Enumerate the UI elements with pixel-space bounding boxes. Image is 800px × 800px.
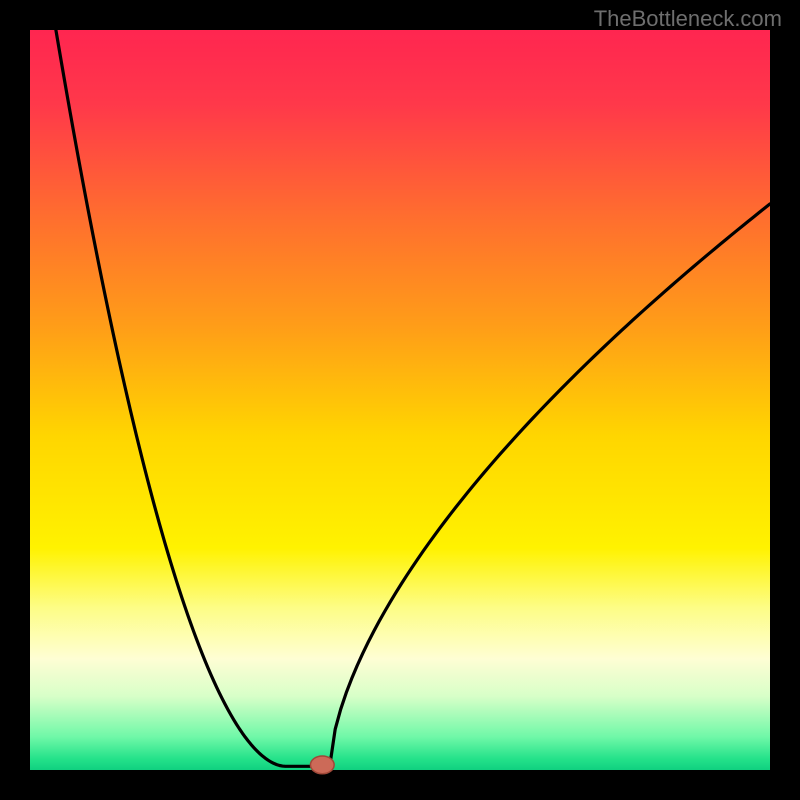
curve-layer [30,30,770,770]
optimum-marker [310,756,334,774]
watermark-text: TheBottleneck.com [594,6,782,32]
bottleneck-curve [56,30,770,766]
plot-frame [30,30,770,770]
chart-container: TheBottleneck.com [0,0,800,800]
